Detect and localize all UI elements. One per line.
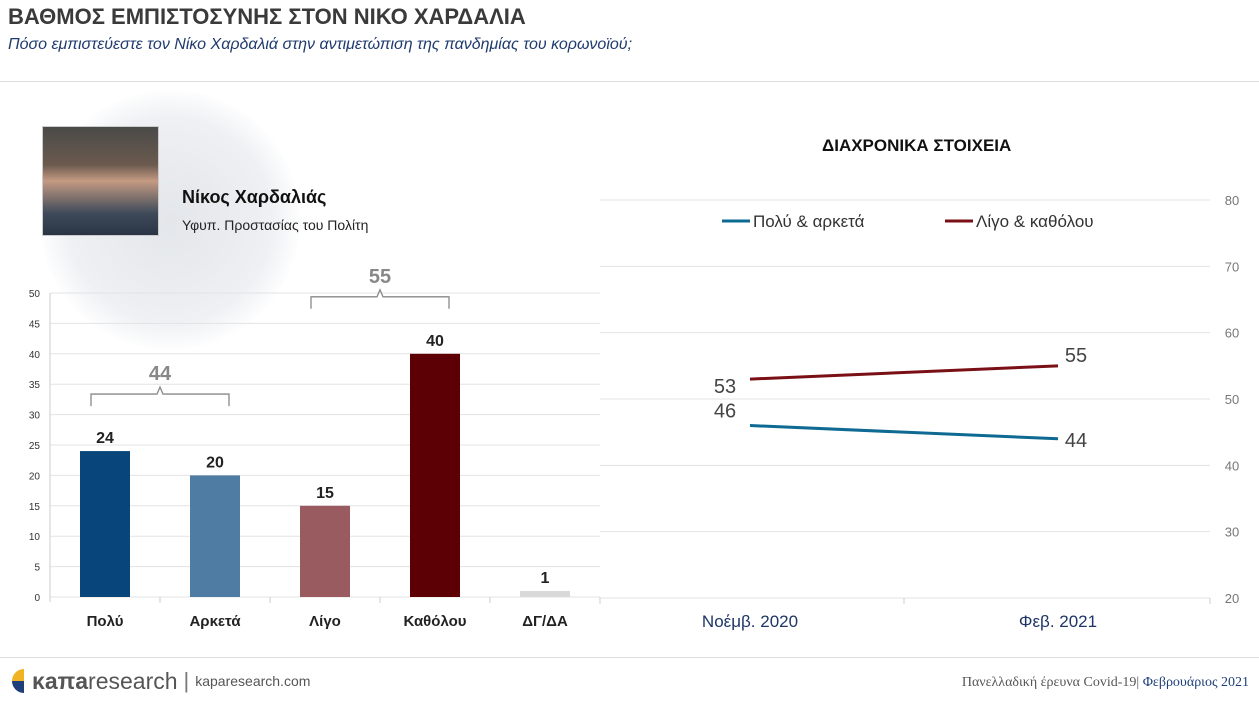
bar-value-label: 20 [206,454,224,471]
person-photo [42,126,159,236]
bar-y-tick-label: 0 [34,593,40,604]
line-data-label: 53 [714,376,736,398]
footer-brand: κaπaresearch | kaparesearch.com [10,668,310,694]
bar-Αρκετά [190,475,240,597]
line-chart-title: ΔΙΑΧΡΟΝΙΚΑ ΣΤΟΙΧΕΙΑ [822,136,1012,155]
survey-date: Φεβρουάριος 2021 [1142,675,1249,690]
bar-Καθόλου [410,353,460,597]
line-y-tick-label: 20 [1225,591,1239,606]
line-data-label: 46 [714,401,736,423]
bar-category-label: Πολύ [87,613,124,630]
line-data-label: 55 [1065,345,1087,367]
brand-light: research [88,667,178,694]
bar-category-label: Λίγο [309,613,341,630]
bar-value-label: 15 [316,485,334,502]
line-x-label: Φεβ. 2021 [1019,612,1097,631]
page-title: ΒΑΘΜΟΣ ΕΜΠΙΣΤΟΣΥΝΗΣ ΣΤΟΝ ΝΙΚΟ ΧΑΡΔΑΛΙΑ [8,4,526,29]
bar-value-label: 24 [96,430,114,447]
bar-y-tick-label: 10 [29,532,41,543]
header-divider [0,81,1259,82]
bracket-sum-label: 44 [149,363,172,385]
footer-divider [0,657,1259,658]
legend-label: Πολύ & αρκετά [753,212,865,231]
bar-y-tick-label: 5 [34,563,40,574]
bar-value-label: 40 [426,333,444,350]
bar-category-label: Καθόλου [403,613,466,630]
person-name: Νίκος Χαρδαλιάς [182,187,327,207]
person-role: Υφυπ. Προστασίας του Πολίτη [182,217,369,233]
line-x-label: Νοέμβ. 2020 [702,612,798,631]
bar-value-label: 1 [541,570,550,587]
footer-survey: Πανελλαδική έρευνα Covid-19| Φεβρουάριος… [962,675,1249,691]
bar-y-tick-label: 45 [29,319,41,330]
bar-ΔΓ/ΔΑ [520,590,570,597]
bar-y-tick-label: 30 [29,411,41,422]
survey-label: Πανελλαδική έρευνα Covid-19| [961,675,1140,690]
bar-category-label: ΔΓ/ΔΑ [522,613,568,630]
page-subtitle: Πόσο εμπιστεύεστε τον Νίκο Χαρδαλιά στην… [8,36,633,53]
bar-y-tick-label: 40 [29,350,41,361]
bar-y-tick-label: 15 [29,502,41,513]
line-series-1 [749,364,1059,381]
bracket [90,385,230,407]
line-y-tick-label: 70 [1225,259,1239,274]
bar-Πολύ [80,451,130,597]
bar-y-tick-label: 50 [29,289,41,300]
kapa-logo-icon [12,669,24,693]
footer-site-link[interactable]: kaparesearch.com [195,673,311,689]
brand-bold: κaπa [32,667,89,694]
bar-category-label: Αρκετά [189,613,241,630]
bar-y-tick-label: 35 [29,380,41,391]
line-y-tick-label: 30 [1225,525,1239,540]
line-data-label: 44 [1065,430,1087,452]
bar-y-tick-label: 20 [29,471,41,482]
line-y-tick-label: 60 [1225,326,1239,341]
line-y-tick-label: 50 [1225,392,1239,407]
legend-label: Λίγο & καθόλου [976,212,1094,231]
line-y-tick-label: 80 [1225,193,1239,208]
line-y-tick-label: 40 [1225,458,1239,473]
bar-y-tick-label: 25 [29,441,41,452]
bracket-sum-label: 55 [369,266,391,288]
bracket [310,288,450,309]
bar-Λίγο [300,505,350,597]
line-series-0 [749,424,1059,441]
